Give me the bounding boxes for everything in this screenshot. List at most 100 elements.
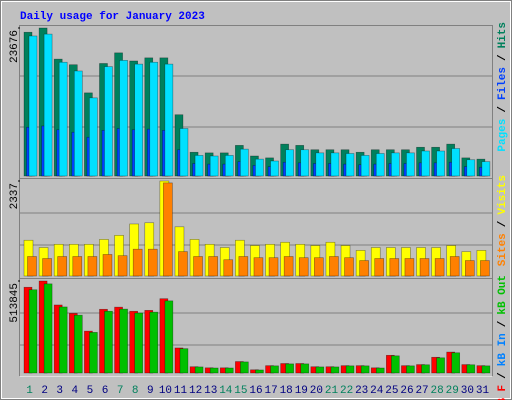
x-tick-label: 10 [159, 385, 172, 397]
bar [147, 248, 158, 277]
bar [480, 260, 490, 277]
bar [193, 256, 203, 277]
legend-entry: Files [497, 67, 509, 100]
bar [149, 61, 159, 177]
bar [209, 155, 219, 177]
x-tick-label: 22 [340, 385, 353, 397]
bar [223, 259, 234, 277]
bar [194, 155, 204, 177]
y-tick-label: 2337 [9, 183, 21, 209]
bar [132, 248, 143, 277]
x-tick-label: 2 [41, 385, 48, 397]
bar [179, 348, 189, 374]
bar [253, 257, 264, 277]
bar [300, 149, 310, 177]
bar [374, 258, 385, 277]
bar [268, 257, 279, 277]
bar [360, 155, 370, 177]
x-tick-label: 12 [189, 385, 202, 397]
x-tick-label: 1 [26, 385, 33, 397]
bar [466, 159, 476, 177]
bar [238, 256, 249, 277]
bar [449, 256, 460, 277]
bar [149, 311, 159, 374]
bar [391, 152, 400, 177]
bar [436, 357, 445, 374]
bar [283, 256, 294, 277]
bar [119, 60, 128, 177]
legend-separator: / [497, 220, 509, 227]
y-tick-label: 513845 [9, 283, 21, 323]
x-tick-label: 13 [204, 385, 217, 397]
bar [43, 283, 53, 374]
bar [344, 257, 354, 277]
bar [406, 365, 415, 374]
x-tick-label: 16 [249, 385, 262, 397]
bar [345, 153, 355, 177]
bar [119, 308, 128, 374]
x-tick-label: 19 [295, 385, 308, 397]
legend-entry: Visits [497, 175, 509, 215]
legend-entry: Hits [497, 22, 509, 48]
x-tick-label: 5 [87, 385, 94, 397]
x-tick-label: 14 [219, 385, 233, 397]
bar [419, 258, 430, 277]
x-tick-label: 28 [431, 385, 444, 397]
x-tick-label: 27 [415, 385, 428, 397]
bar [270, 160, 279, 177]
bar [451, 352, 461, 374]
legend-entry: kB F [497, 385, 509, 400]
bar [224, 367, 234, 374]
bar [164, 63, 174, 177]
bar [436, 150, 445, 177]
bar [406, 152, 415, 177]
bar [89, 332, 98, 374]
legend-entry: Pages [497, 119, 509, 152]
bar [255, 369, 264, 374]
x-tick-label: 24 [370, 385, 384, 397]
bar [315, 152, 325, 177]
bar [421, 150, 430, 177]
bar [104, 66, 113, 177]
bar [270, 365, 279, 374]
x-tick-label: 15 [234, 385, 247, 397]
bar [465, 260, 475, 277]
x-tick-label: 23 [355, 385, 368, 397]
bar [58, 306, 68, 374]
y-tick-label: 23676 [9, 30, 21, 63]
x-tick-label: 9 [147, 385, 154, 397]
bar [466, 364, 476, 374]
bar [375, 367, 385, 374]
legend-entry: Sites [497, 233, 509, 266]
bar [27, 256, 37, 277]
x-tick-label: 6 [102, 385, 109, 397]
legend: Sites / Visits [497, 175, 509, 266]
x-tick-label: 7 [117, 385, 124, 397]
bar [451, 148, 461, 177]
bar [255, 158, 264, 177]
bar [163, 182, 173, 277]
bar [73, 314, 83, 374]
bar [330, 366, 340, 374]
legend-separator: / [497, 320, 509, 327]
chart-title: Daily usage for January 2023 [20, 11, 205, 23]
bar [434, 258, 445, 277]
x-tick-label: 30 [461, 385, 474, 397]
bar [300, 363, 310, 374]
bar [315, 366, 325, 374]
x-tick-label: 21 [325, 385, 339, 397]
bar [179, 128, 189, 177]
x-tick-label: 4 [72, 385, 79, 397]
bar [285, 149, 294, 177]
legend-entry: kB In [497, 333, 509, 366]
plot-area [19, 278, 493, 376]
bar [89, 97, 98, 177]
x-tick-label: 11 [174, 385, 188, 397]
bar [404, 258, 415, 277]
bar [391, 355, 400, 374]
x-tick-label: 20 [310, 385, 323, 397]
bar [117, 255, 128, 277]
bar [329, 256, 339, 277]
bar [375, 153, 385, 177]
